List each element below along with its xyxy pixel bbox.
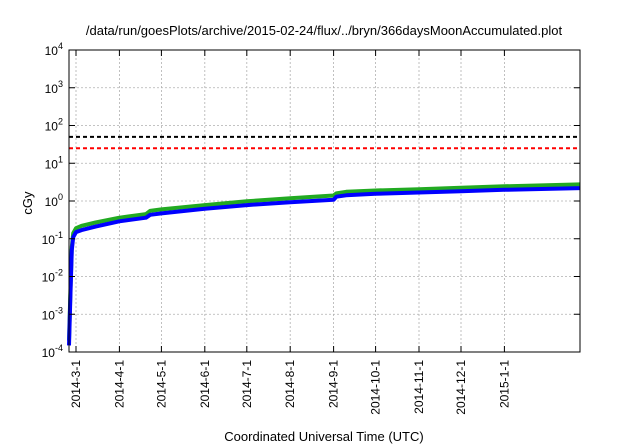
x-tick-label: 2014-3-1 <box>69 360 83 408</box>
y-tick-exponent: -1 <box>55 230 63 240</box>
reference-lines <box>69 135 580 150</box>
y-tick-label: 10-4 <box>42 343 63 360</box>
x-tick-label: 2014-10-1 <box>369 360 383 415</box>
y-tick-label: 102 <box>45 117 63 134</box>
y-tick-exponent: 4 <box>58 41 63 51</box>
y-tick-label: 103 <box>45 79 63 96</box>
y-axis-label: cGy <box>20 191 35 215</box>
y-tick-base: 10 <box>45 44 59 58</box>
y-tick-base: 10 <box>45 195 59 209</box>
series-group <box>67 182 581 346</box>
y-tick-label: 100 <box>45 192 63 209</box>
y-tick-base: 10 <box>45 82 59 96</box>
y-tick-base: 10 <box>45 120 59 134</box>
y-tick-base: 10 <box>42 308 56 322</box>
y-tick-base: 10 <box>42 271 56 285</box>
x-tick-label: 2014-4-1 <box>112 360 126 408</box>
chart-title: /data/run/goesPlots/archive/2015-02-24/f… <box>86 23 563 38</box>
x-tick-label: 2015-1-1 <box>497 360 511 408</box>
grid <box>69 50 580 352</box>
x-tick-label: 2014-7-1 <box>240 360 254 408</box>
x-tick-label: 2014-6-1 <box>198 360 212 408</box>
y-tick-exponent: -2 <box>55 268 63 278</box>
y-tick-exponent: 3 <box>58 79 63 89</box>
x-tick-label: 2014-8-1 <box>283 360 297 408</box>
y-tick-base: 10 <box>45 157 59 171</box>
y-tick-label: 101 <box>45 154 63 171</box>
y-tick-exponent: -3 <box>55 305 63 315</box>
y-tick-exponent: 2 <box>58 117 63 127</box>
x-axis-label: Coordinated Universal Time (UTC) <box>224 429 423 444</box>
x-tick-label: 2014-9-1 <box>327 360 341 408</box>
x-tick-label: 2014-11-1 <box>412 360 426 414</box>
x-tick-label: 2014-12-1 <box>454 360 468 415</box>
y-tick-label: 10-1 <box>42 230 63 247</box>
y-tick-exponent: -4 <box>55 343 63 353</box>
y-tick-label: 10-3 <box>42 305 63 322</box>
y-tick-label: 104 <box>45 41 63 58</box>
series-line-green <box>67 182 581 341</box>
y-tick-base: 10 <box>42 233 56 247</box>
series-line-blue <box>67 186 581 346</box>
y-tick-label: 10-2 <box>42 268 63 285</box>
x-axis: 2014-3-1 2014-4-1 2014-5-1 2014-6-1 2014-7-1… <box>69 50 511 415</box>
x-tick-label: 2014-5-1 <box>154 360 168 408</box>
y-tick-base: 10 <box>42 346 56 360</box>
y-tick-exponent: 1 <box>58 154 63 164</box>
y-tick-exponent: 0 <box>58 192 63 202</box>
